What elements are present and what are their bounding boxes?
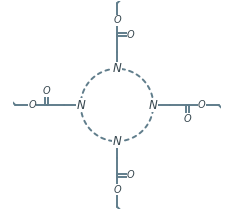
Text: N: N bbox=[113, 62, 121, 75]
Text: O: O bbox=[127, 30, 134, 40]
Text: O: O bbox=[113, 15, 121, 25]
Text: O: O bbox=[113, 185, 121, 195]
Text: O: O bbox=[198, 100, 205, 110]
Text: O: O bbox=[43, 86, 51, 96]
Text: O: O bbox=[127, 170, 134, 180]
Text: O: O bbox=[29, 100, 36, 110]
Text: N: N bbox=[113, 135, 121, 148]
Text: N: N bbox=[149, 98, 158, 112]
Text: N: N bbox=[76, 98, 85, 112]
Text: O: O bbox=[183, 114, 191, 124]
